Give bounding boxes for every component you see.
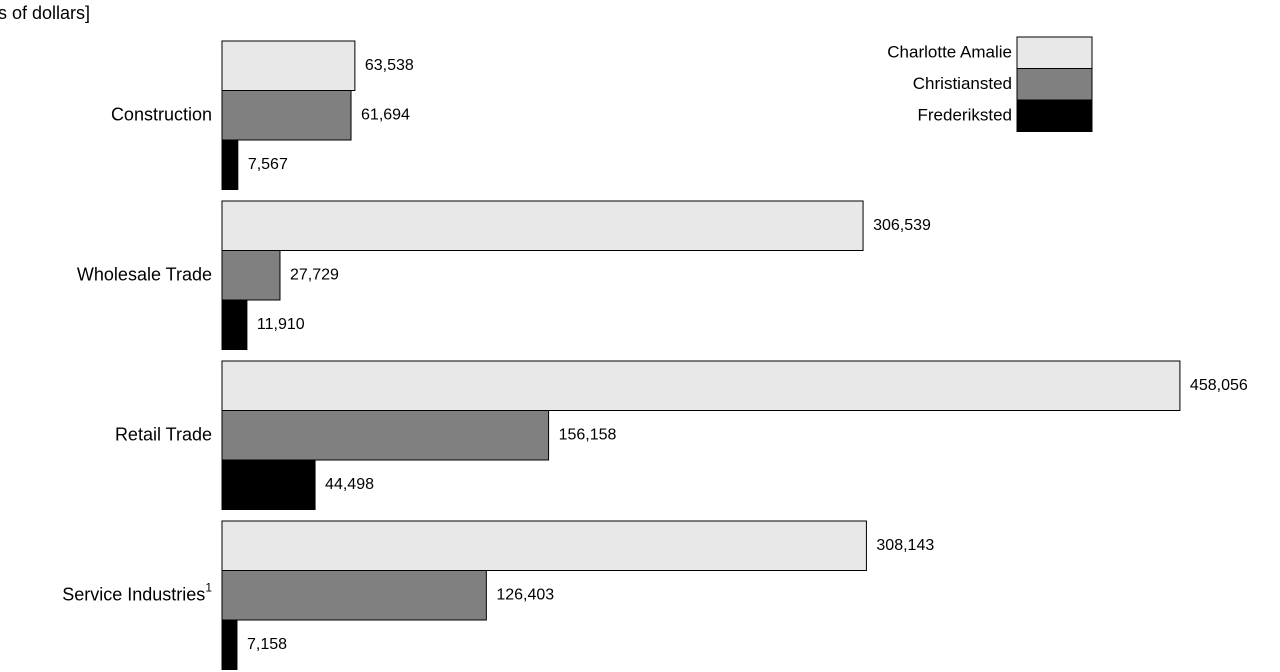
category-text: Service Industries [62, 584, 205, 604]
value-label: 306,539 [873, 217, 931, 234]
value-label: 308,143 [876, 537, 934, 554]
chart-subtitle: s of dollars] [0, 3, 90, 23]
bar [221, 299, 248, 350]
bar [221, 410, 550, 461]
legend-label: Charlotte Amalie [887, 42, 1012, 61]
legend-label: Christiansted [913, 74, 1012, 93]
bar [221, 459, 316, 510]
category-label: Wholesale Trade [77, 264, 212, 284]
value-label: 126,403 [496, 586, 554, 603]
legend-swatch [1016, 99, 1093, 132]
bar [221, 570, 487, 621]
legend-label: Frederiksted [918, 105, 1012, 124]
value-label: 44,498 [325, 476, 374, 493]
category-label: Construction [111, 104, 212, 124]
bar [221, 90, 352, 141]
category-text: Construction [111, 104, 212, 124]
category-footnote: 1 [205, 580, 212, 594]
legend-swatch [1016, 36, 1093, 69]
category-label: Retail Trade [115, 424, 212, 444]
value-label: 7,158 [247, 636, 287, 653]
category-text: Wholesale Trade [77, 264, 212, 284]
bar [221, 360, 1181, 411]
bar [221, 200, 864, 251]
bar [221, 250, 281, 301]
value-label: 63,538 [365, 57, 414, 74]
value-label: 7,567 [248, 156, 288, 173]
value-label: 458,056 [1190, 377, 1248, 394]
legend-swatch [1016, 68, 1093, 101]
bar [221, 40, 356, 91]
value-label: 156,158 [559, 426, 617, 443]
bar [221, 139, 239, 190]
value-label: 61,694 [361, 106, 410, 123]
value-label: 27,729 [290, 266, 339, 283]
category-label: Service Industries1 [62, 580, 212, 604]
value-label: 11,910 [257, 316, 305, 333]
bar [221, 619, 238, 670]
category-text: Retail Trade [115, 424, 212, 444]
bar [221, 520, 867, 571]
